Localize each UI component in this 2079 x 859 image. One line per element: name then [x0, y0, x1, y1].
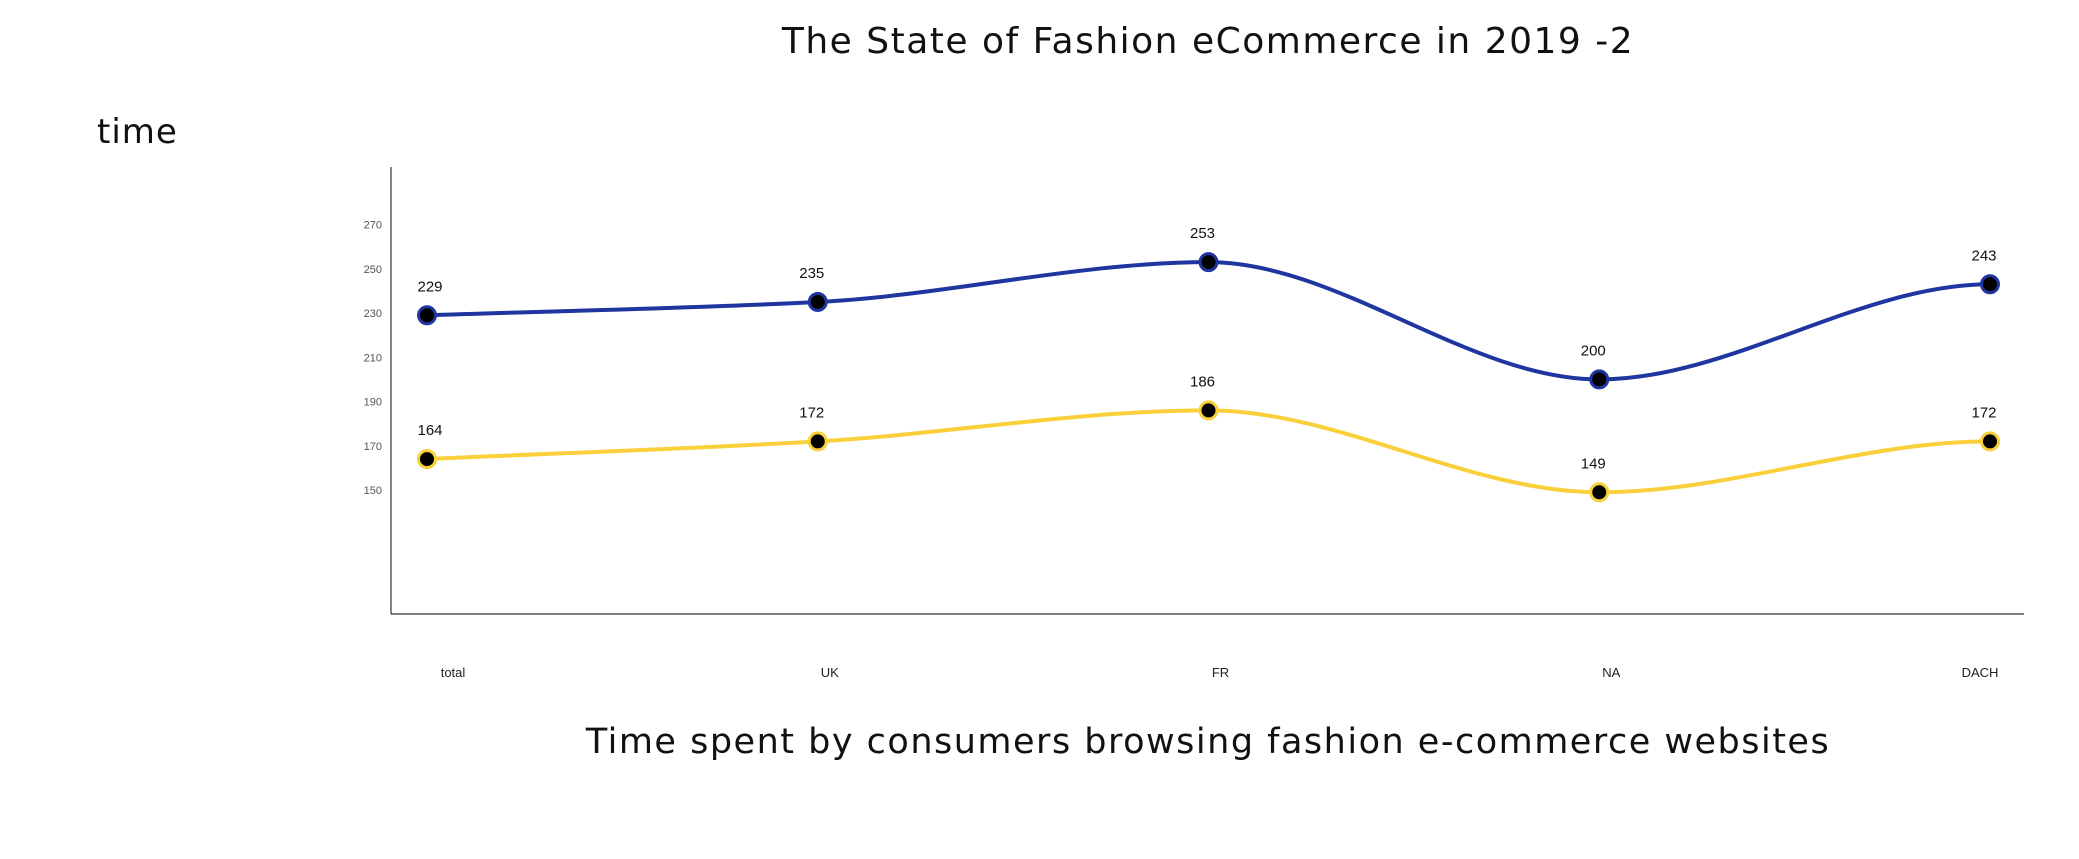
series-1: 164 172 186 149 172 [417, 373, 2000, 503]
y-tick-label: 270 [364, 220, 382, 232]
data-label: 164 [417, 422, 442, 439]
series-0: 229 235 253 200 243 [417, 225, 2000, 390]
series-line [425, 408, 1992, 495]
data-label: 200 [1581, 342, 1606, 359]
y-axis-ticks: 150 170 190 210 230 250 270 [364, 220, 382, 498]
data-point[interactable] [1198, 400, 1219, 421]
data-label: 186 [1190, 373, 1215, 390]
data-point[interactable] [1589, 482, 1610, 503]
data-point[interactable] [417, 305, 437, 326]
y-axis-label: time [97, 112, 178, 152]
data-label: 235 [799, 265, 824, 282]
chart-title: The State of Fashion eCommerce in 2019 -… [781, 21, 1634, 62]
data-label: 229 [417, 278, 442, 295]
data-point[interactable] [1980, 431, 2000, 452]
data-point[interactable] [417, 449, 437, 470]
series-layer: 229 235 253 200 243 164 172 186 149 172 [417, 225, 2000, 503]
x-tick-label: DACH [1962, 665, 1999, 680]
x-tick-label: UK [821, 665, 839, 680]
y-tick-label: 210 [364, 352, 382, 364]
data-label: 253 [1190, 225, 1215, 242]
data-point[interactable] [1980, 274, 2000, 295]
y-tick-label: 150 [364, 485, 382, 497]
y-tick-label: 230 [364, 308, 382, 320]
data-label: 172 [799, 404, 824, 421]
data-label: 149 [1581, 455, 1606, 472]
series-line [425, 260, 1992, 382]
y-tick-label: 170 [364, 441, 382, 453]
data-point[interactable] [1198, 252, 1219, 273]
y-tick-label: 250 [364, 264, 382, 276]
data-point[interactable] [807, 431, 828, 452]
data-label: 172 [1971, 404, 1996, 421]
x-tick-label: NA [1602, 665, 1620, 680]
y-tick-label: 190 [364, 397, 382, 409]
x-tick-label: FR [1212, 665, 1229, 680]
data-point[interactable] [807, 291, 828, 312]
x-axis-label: Time spent by consumers browsing fashion… [585, 722, 1830, 762]
x-axis-ticks: total UK FR NA DACH [441, 665, 1999, 680]
x-tick-label: total [441, 665, 466, 680]
data-point[interactable] [1589, 369, 1610, 390]
data-label: 243 [1971, 247, 1996, 264]
